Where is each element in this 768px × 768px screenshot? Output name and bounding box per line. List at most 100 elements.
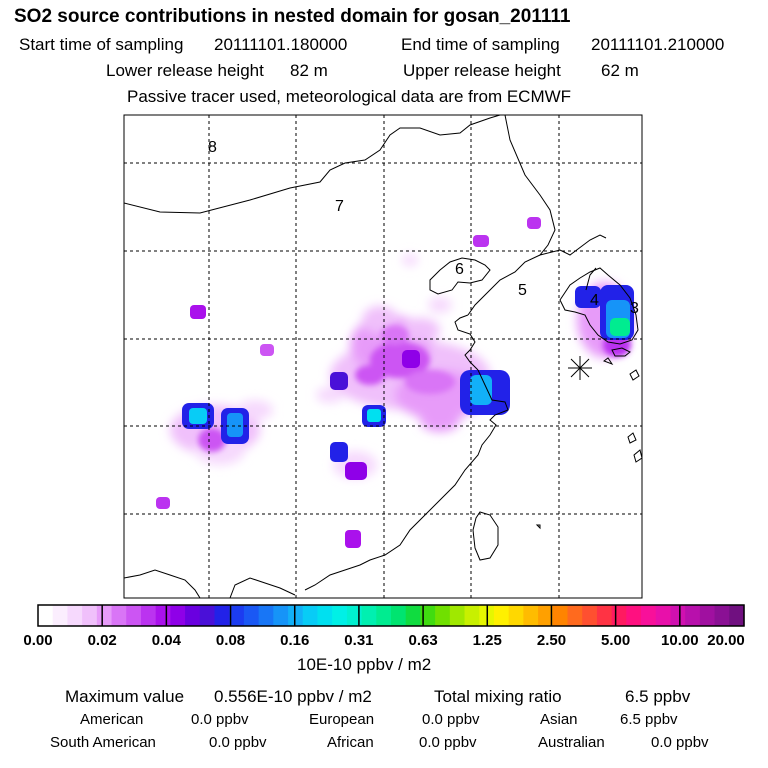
hotspot	[402, 350, 420, 368]
hotspot	[260, 344, 274, 356]
colorbar-segment	[317, 605, 333, 626]
south-american-value: 0.0 ppbv	[209, 734, 267, 751]
colorbar-segment	[655, 605, 672, 626]
colorbar-segment	[641, 605, 657, 626]
graticule	[124, 115, 642, 598]
lower-release-value: 82 m	[290, 61, 328, 80]
colorbar-tick-label: 5.00	[601, 632, 631, 649]
colorbar-segment	[626, 605, 642, 626]
colorbar-tick-label: 0.63	[408, 632, 438, 649]
colorbar-segment	[405, 605, 422, 626]
end-time-value: 20111101.210000	[591, 35, 725, 54]
units-label: 10E-10 ppbv / m2	[297, 655, 432, 674]
colorbar-segment	[243, 605, 260, 626]
region-label: 6	[455, 261, 464, 278]
asian-value: 6.5 ppbv	[620, 711, 678, 728]
colorbar-segment	[346, 605, 363, 626]
start-time-value: 20111101.180000	[214, 35, 348, 54]
colorbar-segment	[38, 605, 54, 626]
colorbar-segment	[508, 605, 524, 626]
colorbar-segment	[361, 605, 377, 626]
end-time-label: End time of sampling	[401, 35, 560, 54]
colorbar	[38, 605, 745, 626]
region-label: 7	[335, 198, 344, 215]
colorbar-segment	[96, 605, 113, 626]
colorbar-segment	[523, 605, 539, 626]
colorbar-segment	[582, 605, 598, 626]
colorbar-segment	[111, 605, 127, 626]
hotspot	[330, 442, 348, 462]
colorbar-segment	[229, 605, 245, 626]
region-label: 3	[630, 300, 639, 317]
colorbar-segment	[258, 605, 274, 626]
colorbar-tick-label: 20.00	[707, 632, 745, 649]
upper-release-value: 62 m	[601, 61, 639, 80]
start-time-label: Start time of sampling	[19, 35, 184, 54]
colorbar-tick-label: 1.25	[472, 632, 502, 649]
plot-frame	[123, 114, 643, 599]
hotspot	[345, 530, 361, 548]
hotspot	[575, 286, 601, 308]
colorbar-frame	[37, 604, 745, 627]
african-label: African	[327, 734, 374, 751]
colorbar-segment	[596, 605, 613, 626]
hotspot	[473, 235, 489, 247]
region-label: 8	[208, 139, 217, 156]
colorbar-segment	[670, 605, 686, 626]
colorbar-segment	[699, 605, 716, 626]
hotspot	[367, 409, 381, 422]
colorbar-segment	[376, 605, 392, 626]
hotspot	[330, 372, 348, 390]
hotspot	[470, 375, 492, 405]
colorbar-tick-label: 0.02	[87, 632, 117, 649]
colorbar-segment	[685, 605, 701, 626]
colorbar-segment	[82, 605, 98, 626]
colorbar-segment	[155, 605, 171, 626]
colorbar-segment	[67, 605, 83, 626]
colorbar-segment	[391, 605, 407, 626]
max-value-label: Maximum value	[65, 687, 185, 706]
colorbar-segment	[493, 605, 510, 626]
american-label: American	[80, 711, 144, 728]
colorbar-tick-label: 10.00	[661, 632, 699, 649]
hotspot	[156, 497, 170, 509]
receptor-marker	[568, 356, 592, 380]
upper-release-label: Upper release height	[403, 61, 561, 80]
south-american-label: South American	[50, 734, 156, 751]
colorbar-segment	[302, 605, 319, 626]
hotspot	[190, 305, 206, 319]
colorbar-segment	[126, 605, 142, 626]
hotspot	[345, 462, 367, 480]
colorbar-segment	[170, 605, 186, 626]
colorbar-segment	[332, 605, 348, 626]
total-mixing-value: 6.5 ppbv	[625, 687, 691, 706]
hotspot	[189, 408, 207, 424]
colorbar-tick-label: 0.08	[215, 632, 246, 649]
colorbar-segment	[52, 605, 69, 626]
colorbar-tick-label: 2.50	[536, 632, 567, 649]
australian-label: Australian	[538, 734, 605, 751]
colorbar-segment	[567, 605, 583, 626]
colorbar-tick-label: 0.00	[23, 632, 53, 649]
tracer-note: Passive tracer used, meteorological data…	[127, 87, 572, 106]
european-label: European	[309, 711, 375, 728]
colorbar-segment	[273, 605, 289, 626]
hotspot	[527, 217, 541, 229]
max-value: 0.556E-10 ppbv / m2	[214, 687, 372, 706]
colorbar-segment	[714, 605, 730, 626]
coastlines-borders	[124, 115, 642, 598]
colorbar-segment	[552, 605, 569, 626]
colorbar-tick-label: 0.04	[151, 632, 181, 649]
total-mixing-label: Total mixing ratio	[434, 687, 562, 706]
asian-label: Asian	[540, 711, 578, 728]
region-label: 5	[518, 282, 527, 299]
colorbar-segment	[538, 605, 554, 626]
colorbar-tick-label: 0.16	[280, 632, 310, 649]
colorbar-segment	[464, 605, 480, 626]
colorbar-segment	[611, 605, 627, 626]
lower-release-label: Lower release height	[106, 61, 264, 80]
colorbar-segment	[199, 605, 216, 626]
colorbar-segment	[729, 605, 745, 626]
colorbar-segment	[420, 605, 436, 626]
